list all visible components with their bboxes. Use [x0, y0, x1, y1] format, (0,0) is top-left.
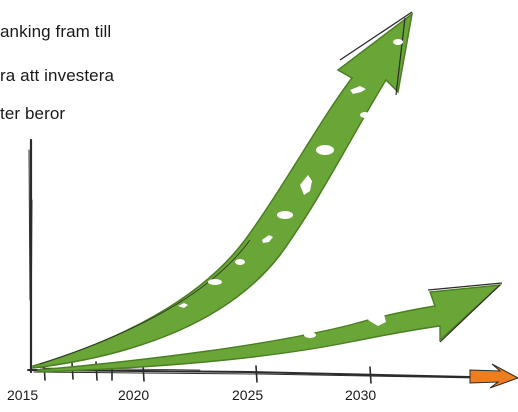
year-label-2020: 2020: [118, 387, 150, 403]
year-label-2025: 2025: [232, 387, 264, 403]
vertical-axis: [28, 138, 33, 374]
hedgehog-silhouette-icon: [304, 332, 316, 338]
year-label-2015: 2015: [7, 387, 39, 403]
fish-silhouette-icon: [208, 279, 222, 285]
tick-2030: [369, 366, 372, 384]
fish-silhouette-icon: [277, 211, 293, 219]
year-label-2030: 2030: [345, 387, 377, 403]
bird-silhouette-icon: [262, 235, 273, 243]
tick-2025: [255, 365, 258, 383]
animal-silhouettes: [178, 39, 422, 338]
tick-2020: [142, 364, 145, 382]
upper-growth-arrow: [32, 11, 414, 369]
bat-silhouette-icon: [400, 296, 422, 303]
axis-arrow-head: [469, 363, 518, 389]
moose-silhouette-icon: [368, 310, 386, 326]
intro-line-2: ra att investera: [0, 66, 115, 85]
bird-silhouette-icon: [178, 303, 188, 308]
intro-line-3: ter beror: [0, 104, 66, 123]
intro-line-1: anking fram till: [0, 22, 112, 41]
bird-silhouette-icon: [350, 86, 366, 94]
hedgehog-silhouette-icon: [316, 145, 334, 155]
deer-silhouette-icon: [300, 175, 312, 195]
lower-growth-arrow: [37, 282, 503, 373]
